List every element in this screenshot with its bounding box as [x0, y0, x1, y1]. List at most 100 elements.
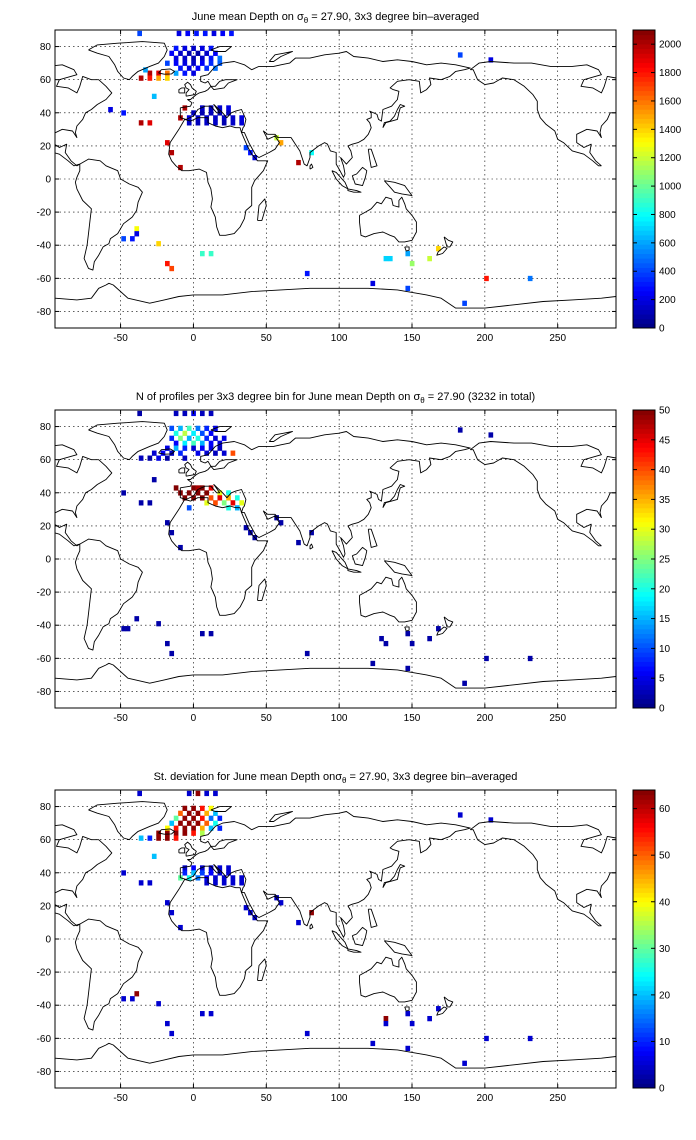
coastline — [178, 87, 186, 94]
colorbar-segment — [633, 104, 655, 110]
colorbar-segment — [633, 34, 655, 40]
data-cell — [186, 490, 192, 496]
data-cell — [178, 65, 183, 71]
colorbar-segment — [633, 179, 655, 185]
colorbar-segment — [633, 600, 655, 607]
data-cell — [226, 505, 231, 511]
data-cell — [173, 70, 179, 76]
data-cell — [173, 445, 179, 451]
data-cell — [234, 495, 240, 501]
data-cell — [191, 815, 196, 821]
data-cell — [208, 445, 214, 451]
data-cell — [239, 875, 244, 881]
data-cell — [182, 410, 188, 417]
colorbar-segment — [633, 985, 655, 991]
data-cell — [208, 825, 214, 831]
data-cell — [230, 115, 236, 121]
data-cell — [182, 830, 188, 836]
coastline — [210, 79, 238, 91]
colorbar-segment — [633, 873, 655, 879]
data-cell — [182, 105, 188, 111]
data-cell — [217, 105, 223, 111]
colorbar-segment — [633, 1074, 655, 1080]
colorbar-segment — [633, 859, 655, 865]
data-cell — [370, 1040, 376, 1047]
data-cell — [405, 1011, 411, 1017]
colorbar-segment — [633, 113, 655, 119]
data-cell — [217, 440, 223, 446]
data-cells — [121, 790, 533, 1066]
data-cell — [226, 490, 231, 496]
data-cell — [387, 255, 393, 262]
colorbar-segment — [633, 628, 655, 634]
data-cell — [309, 910, 314, 916]
coastline — [470, 449, 602, 547]
data-cell — [296, 159, 301, 166]
data-cell — [151, 93, 157, 100]
data-cell — [278, 520, 284, 526]
data-cell — [204, 490, 210, 496]
data-cell — [199, 865, 205, 871]
colorbar-segment — [633, 43, 655, 50]
data-cell — [138, 455, 144, 461]
x-tick-label: 0 — [191, 1093, 197, 1104]
colorbar-segment — [633, 281, 655, 287]
data-cell — [217, 495, 223, 501]
colorbar-tick-label: 0 — [659, 324, 665, 335]
data-cell — [213, 50, 218, 56]
data-cell — [169, 910, 175, 916]
colorbar-tick-label: 40 — [659, 465, 671, 476]
data-cell — [186, 820, 192, 826]
colorbar-segment — [633, 521, 655, 527]
colorbar-segment — [633, 813, 655, 819]
data-cell — [208, 805, 214, 811]
y-tick-label: 80 — [40, 802, 52, 813]
colorbar-tick-label: 200 — [659, 295, 676, 306]
colorbar-segment — [633, 1027, 655, 1033]
data-cell — [204, 65, 210, 71]
data-cell — [147, 120, 153, 126]
coastline — [55, 152, 80, 167]
data-cell — [221, 500, 227, 506]
data-cell — [195, 485, 201, 491]
colorbar-segment — [633, 300, 655, 306]
data-cell — [383, 255, 389, 262]
colorbar-tick-label: 25 — [659, 555, 671, 566]
data-cell — [204, 790, 210, 797]
coastline — [470, 821, 616, 854]
coastline — [257, 578, 267, 601]
x-tick-label: 250 — [549, 713, 566, 724]
colorbar-segment — [633, 850, 655, 856]
coastline — [351, 926, 368, 947]
colorbar-segment — [633, 1008, 655, 1014]
chart-panel: St. deviation for June mean Depth onσθ =… — [37, 771, 671, 1104]
data-cell — [108, 106, 113, 113]
y-tick-label: 80 — [40, 422, 52, 433]
coastline — [210, 459, 238, 471]
colorbar-tick-label: 400 — [659, 267, 676, 278]
data-cell — [217, 55, 223, 61]
data-cell — [370, 660, 376, 667]
title-theta-subscript: θ — [342, 776, 347, 785]
data-cell — [121, 996, 126, 1002]
data-cell — [527, 1035, 533, 1042]
data-cell — [182, 430, 188, 436]
data-cell — [484, 655, 489, 662]
data-cell — [121, 626, 126, 632]
colorbar-segment — [633, 878, 655, 884]
data-cell — [211, 30, 217, 37]
colorbar-segment — [633, 577, 655, 583]
data-cell — [121, 490, 126, 496]
colorbar-segment — [633, 484, 655, 490]
colorbar-segment — [633, 433, 655, 439]
x-tick-label: -50 — [113, 1093, 128, 1104]
colorbar-segment — [633, 808, 655, 814]
title-text-post: = 27.90 (3232 in total) — [425, 391, 535, 403]
x-tick-label: -50 — [113, 333, 128, 344]
colorbar-segment — [633, 794, 655, 800]
colorbar-segment — [633, 897, 655, 903]
y-tick-label: -60 — [37, 654, 52, 665]
colorbar-segment — [633, 925, 655, 931]
y-tick-label: -60 — [37, 1034, 52, 1045]
colorbar-segment — [633, 1018, 655, 1024]
